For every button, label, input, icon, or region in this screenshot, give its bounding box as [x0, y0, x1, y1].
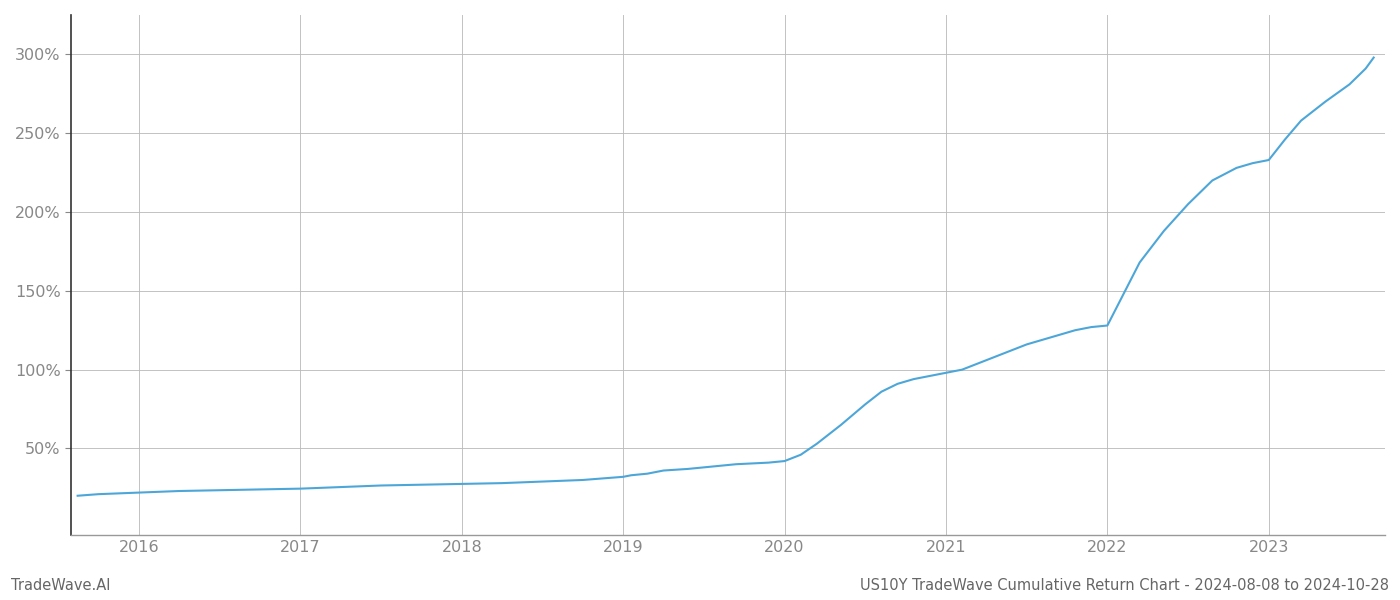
Text: US10Y TradeWave Cumulative Return Chart - 2024-08-08 to 2024-10-28: US10Y TradeWave Cumulative Return Chart …	[860, 578, 1389, 593]
Text: TradeWave.AI: TradeWave.AI	[11, 578, 111, 593]
